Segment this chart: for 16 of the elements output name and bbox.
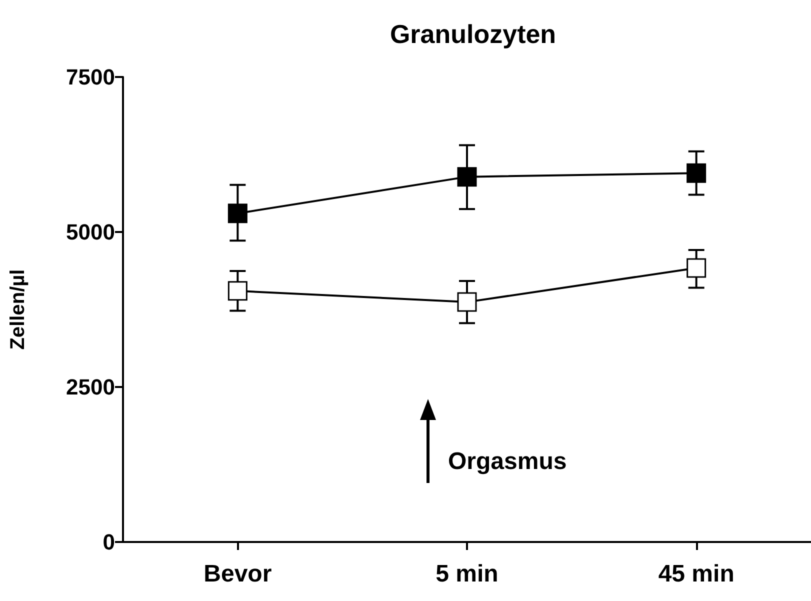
point [686,163,706,183]
point [686,258,706,278]
chart-title: Granulozyten [390,19,556,49]
y-tick-label: 0 [102,530,115,554]
y-axis-title: Zellen/µl [7,269,29,350]
point [228,204,248,224]
y-tick-label: 5000 [66,220,115,244]
y-tick-label: 7500 [66,64,115,90]
point [228,281,248,301]
point [457,167,477,187]
annotation: Orgasmus [448,448,567,476]
x-tick-label: Bevor [204,560,272,588]
y-tick-label: 2500 [66,374,115,400]
x-tick-label: 5 min [436,560,498,588]
point [457,292,477,312]
x-tick-label: 45 min [658,560,734,588]
